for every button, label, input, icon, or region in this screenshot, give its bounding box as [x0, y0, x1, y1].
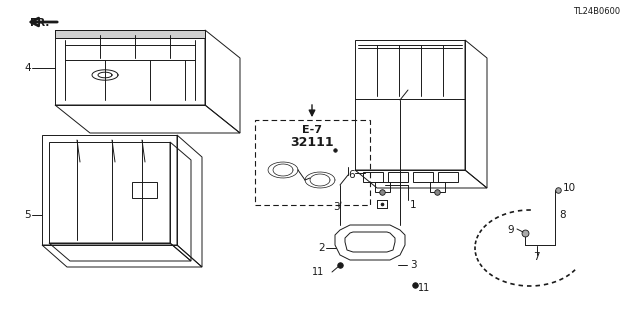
Text: 8: 8	[559, 210, 566, 220]
Text: 11: 11	[312, 267, 324, 277]
Text: 10: 10	[563, 183, 576, 193]
Polygon shape	[55, 30, 205, 38]
Text: 9: 9	[507, 225, 514, 235]
Text: 5: 5	[24, 210, 31, 220]
Text: 11: 11	[418, 283, 430, 293]
Text: 1: 1	[410, 200, 417, 210]
Text: TL24B0600: TL24B0600	[573, 8, 620, 17]
Text: 6: 6	[348, 170, 355, 180]
Text: 7: 7	[533, 252, 540, 262]
Text: 3: 3	[410, 260, 417, 270]
Text: FR.: FR.	[30, 18, 49, 28]
Text: E-7: E-7	[302, 125, 322, 135]
Text: 32111: 32111	[290, 136, 334, 149]
Text: 2: 2	[318, 243, 324, 253]
Bar	[255, 120, 370, 205]
Text: 3: 3	[333, 202, 340, 212]
Text: 4: 4	[24, 63, 31, 73]
